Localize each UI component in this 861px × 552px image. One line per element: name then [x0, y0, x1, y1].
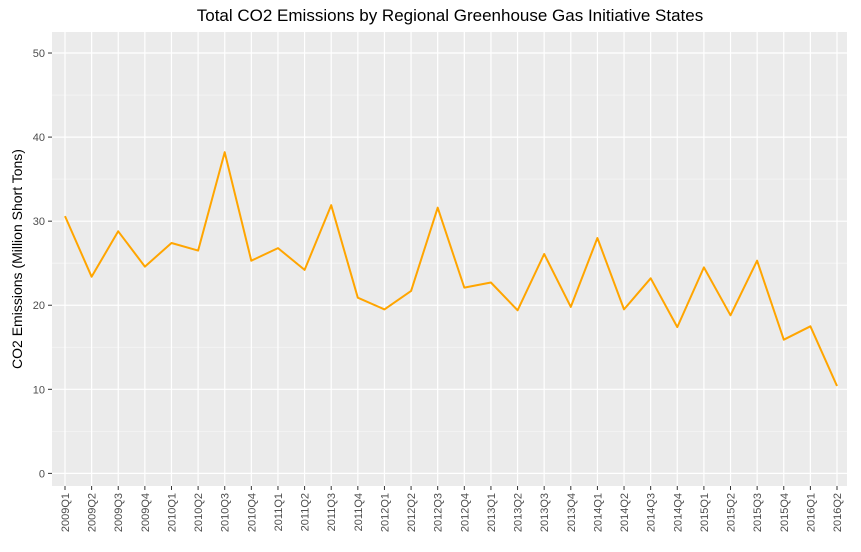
- x-tick-label: 2009Q1: [60, 493, 72, 532]
- plot-panel: [52, 32, 847, 486]
- y-tick-label: 30: [33, 216, 45, 228]
- x-tick-label: 2011Q1: [273, 493, 285, 531]
- x-tick-label: 2012Q3: [433, 493, 445, 532]
- y-tick-label: 40: [33, 132, 45, 144]
- x-tick-label: 2012Q2: [406, 493, 418, 532]
- x-tick-label: 2013Q3: [539, 493, 551, 532]
- x-tick-label: 2015Q3: [752, 493, 764, 532]
- x-tick-label: 2009Q4: [140, 493, 152, 532]
- x-tick-label: 2014Q2: [619, 493, 631, 532]
- series-line: [64, 151, 838, 387]
- x-axis: 2009Q1 2009Q2 2009Q3 2009Q4 2010Q1 2010Q2 2010…: [60, 486, 844, 532]
- x-tick-label: 2013Q4: [566, 493, 578, 532]
- x-tick-label: 2014Q1: [592, 493, 604, 532]
- y-tick-label: 50: [33, 48, 45, 60]
- x-tick-label: 2011Q2: [300, 493, 312, 531]
- x-tick-label: 2011Q3: [326, 493, 338, 531]
- x-tick-label: 2014Q4: [672, 493, 684, 532]
- x-tick-label: 2010Q3: [220, 493, 232, 532]
- x-tick-label: 2009Q2: [87, 493, 99, 532]
- y-axis: 0 10 20 30 40 50: [33, 48, 52, 480]
- x-tick-label: 2015Q1: [699, 493, 711, 532]
- x-tick-label: 2011Q4: [353, 493, 365, 531]
- x-tick-label: 2013Q2: [513, 493, 525, 532]
- x-tick-label: 2012Q4: [459, 493, 471, 532]
- grid-major: [52, 32, 847, 486]
- x-tick-label: 2010Q2: [193, 493, 205, 532]
- y-tick-label: 10: [33, 384, 45, 396]
- y-tick-label: 20: [33, 300, 45, 312]
- y-tick-label: 0: [39, 468, 45, 480]
- x-tick-label: 2015Q2: [726, 493, 738, 532]
- x-tick-label: 2014Q3: [646, 493, 658, 532]
- y-axis-title: CO2 Emissions (Million Short Tons): [9, 149, 25, 369]
- x-tick-label: 2012Q1: [379, 493, 391, 532]
- x-tick-label: 2013Q1: [486, 493, 498, 532]
- grid-minor: [52, 94, 847, 432]
- x-tick-label: 2015Q4: [779, 493, 791, 532]
- x-tick-label: 2016Q2: [832, 493, 844, 532]
- x-tick-label: 2010Q1: [166, 493, 178, 532]
- x-tick-label: 2010Q4: [246, 493, 258, 532]
- x-tick-label: 2009Q3: [113, 493, 125, 532]
- chart-title: Total CO2 Emissions by Regional Greenhou…: [196, 6, 704, 25]
- x-tick-label: 2016Q1: [805, 493, 817, 532]
